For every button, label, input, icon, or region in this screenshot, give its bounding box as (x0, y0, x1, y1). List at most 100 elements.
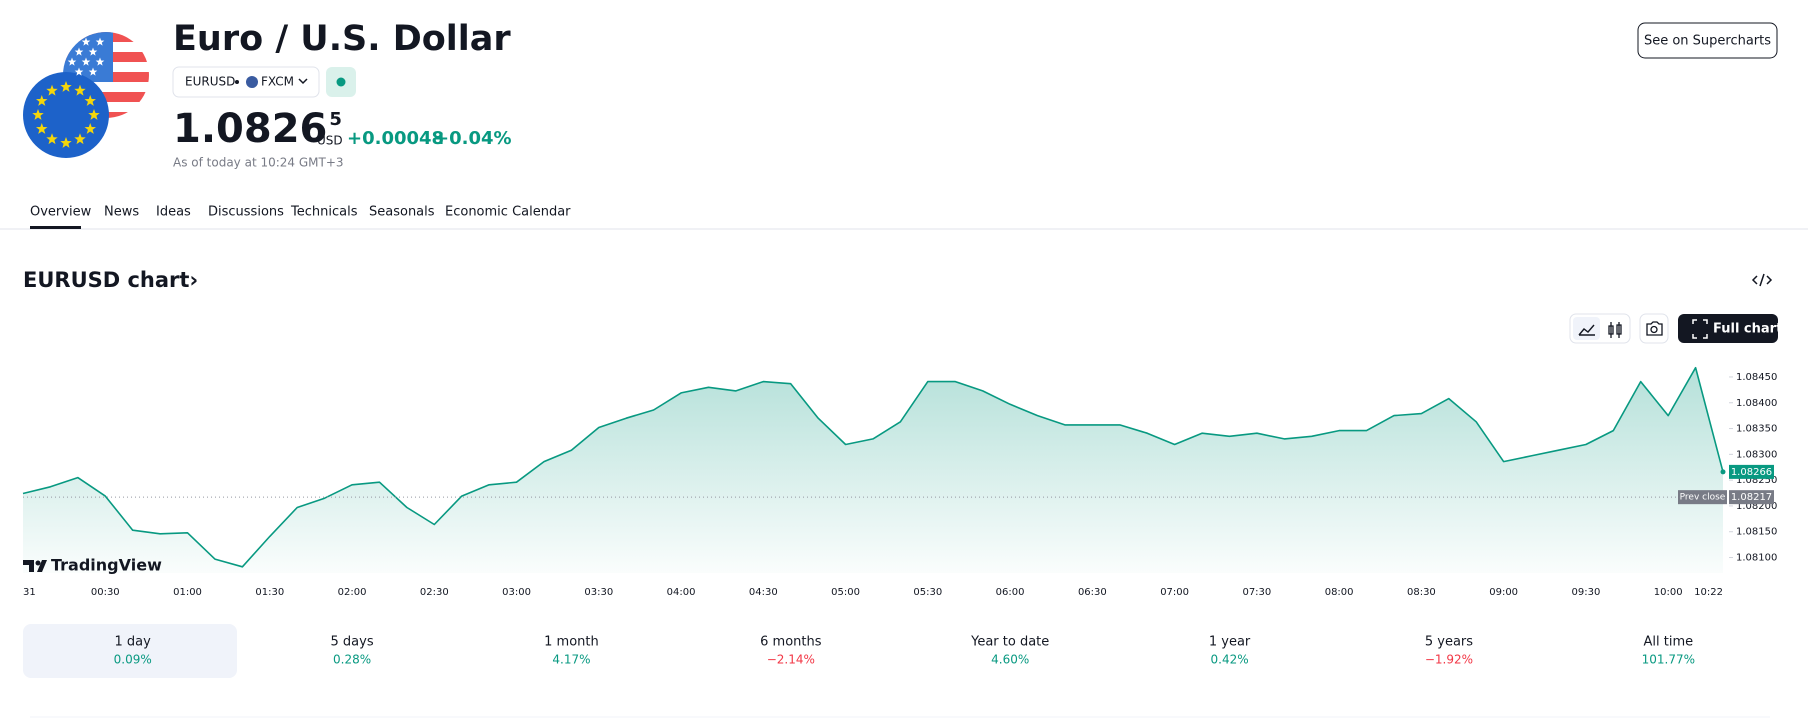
star (81, 37, 91, 46)
chart-title[interactable]: EURUSD chart› (23, 268, 198, 292)
y-tick-label: 1.08150 (1736, 527, 1777, 538)
last-price-tag (1729, 464, 1774, 479)
y-tick-label: 1.08400 (1736, 398, 1777, 409)
star (74, 47, 84, 56)
period-label[interactable]: 1 year (1209, 635, 1251, 650)
snapshot-button[interactable] (1639, 313, 1669, 344)
x-tick-label: 03:30 (584, 587, 613, 598)
x-tick-label: 10:22 (1694, 587, 1723, 598)
y-tick-label: 1.08350 (1736, 424, 1777, 435)
period-change: 4.60% (991, 653, 1029, 667)
tab[interactable]: Discussions (208, 205, 284, 220)
title: Euro / U.S. Dollar (173, 19, 511, 59)
star (84, 95, 96, 106)
camera-lens (1650, 325, 1658, 334)
full-chart-label: Full chart (1713, 322, 1782, 337)
tab[interactable]: Economic Calendar (445, 205, 571, 220)
camera-icon (1646, 321, 1663, 336)
x-tick-label: 08:30 (1407, 587, 1436, 598)
star (60, 137, 72, 148)
tab[interactable]: News (104, 205, 139, 220)
star (81, 57, 91, 66)
x-tick-label: 07:00 (1160, 587, 1189, 598)
candle-icon[interactable] (1608, 322, 1622, 338)
x-tick-label: 02:00 (338, 587, 367, 598)
last-price-label: 1.08266 (1731, 467, 1772, 478)
embed-icon[interactable] (1751, 273, 1773, 287)
brand: TradingView (51, 556, 162, 575)
tab[interactable]: Overview (30, 205, 92, 220)
as-of: As of today at 10:24 GMT+3 (173, 156, 344, 170)
area-type-button[interactable] (1573, 317, 1600, 340)
tab[interactable]: Seasonals (369, 205, 435, 220)
star (36, 95, 48, 106)
star (46, 84, 58, 96)
price-sup: 5 (329, 109, 342, 130)
star (95, 37, 105, 46)
y-tick-label: 1.08250 (1736, 475, 1777, 486)
x-tick-label: 09:00 (1489, 587, 1518, 598)
period-change: 0.28% (333, 653, 371, 667)
tab[interactable]: Technicals (290, 205, 358, 220)
star (74, 84, 86, 96)
currency: USD (317, 134, 343, 148)
star (74, 133, 86, 145)
tab[interactable]: Ideas (156, 205, 191, 220)
fullscreen-icon (1692, 319, 1708, 339)
period-change: 0.09% (114, 653, 152, 667)
x-tick-label: 31 (23, 587, 36, 598)
period-label[interactable]: Year to date (970, 635, 1049, 650)
x-tick-label: 01:00 (173, 587, 202, 598)
period-label[interactable]: 5 days (331, 635, 374, 650)
x-tick-label: 06:00 (996, 587, 1025, 598)
star (36, 123, 48, 134)
price-line (22, 366, 1724, 568)
x-tick-label: 05:30 (913, 587, 942, 598)
full-chart-button[interactable] (1678, 314, 1778, 343)
period-label[interactable]: 5 years (1425, 635, 1473, 650)
x-tick-label: 06:30 (1078, 587, 1107, 598)
y-tick-label: 1.08200 (1736, 501, 1777, 512)
period-label[interactable]: 6 months (760, 635, 822, 650)
period-card-active[interactable] (23, 624, 237, 678)
x-tick-label: 05:00 (831, 587, 860, 598)
x-tick-label: 10:00 (1654, 587, 1683, 598)
period-change: 101.77% (1642, 653, 1695, 667)
star (67, 57, 77, 66)
brand-logo (23, 560, 47, 572)
star (74, 67, 84, 76)
period-change: 4.17% (552, 653, 590, 667)
price: 1.0826 (173, 106, 327, 152)
star (88, 109, 100, 120)
status-dot (336, 77, 346, 87)
change: +0.00048 (347, 128, 444, 149)
x-tick-label: 04:30 (749, 587, 778, 598)
star (46, 133, 58, 145)
y-tick-label: 1.08100 (1736, 553, 1777, 564)
prev-close-value: 1.08217 (1731, 492, 1772, 503)
area-fill (23, 367, 1723, 573)
x-tick-label: 07:30 (1242, 587, 1271, 598)
supercharts-label: See on Supercharts (1644, 34, 1771, 49)
star (84, 123, 96, 134)
prev-close-name: Prev close (1680, 493, 1726, 503)
period-label[interactable]: 1 day (115, 635, 152, 650)
area-icon (1578, 324, 1595, 336)
x-tick-label: 08:00 (1325, 587, 1354, 598)
star (88, 67, 98, 76)
prev-close-tag (1678, 490, 1727, 505)
period-change: 0.42% (1211, 653, 1249, 667)
period-label[interactable]: All time (1644, 635, 1694, 650)
supercharts-button[interactable] (1637, 22, 1778, 59)
star (95, 57, 105, 66)
y-tick-label: 1.08300 (1736, 449, 1777, 460)
separator (235, 80, 239, 84)
x-tick-label: 09:30 (1571, 587, 1600, 598)
period-label[interactable]: 1 month (544, 635, 599, 650)
star (60, 81, 72, 92)
star (88, 47, 98, 56)
star (67, 37, 77, 46)
exchange-icon (246, 76, 258, 88)
y-tick-label: 1.08450 (1736, 372, 1777, 383)
